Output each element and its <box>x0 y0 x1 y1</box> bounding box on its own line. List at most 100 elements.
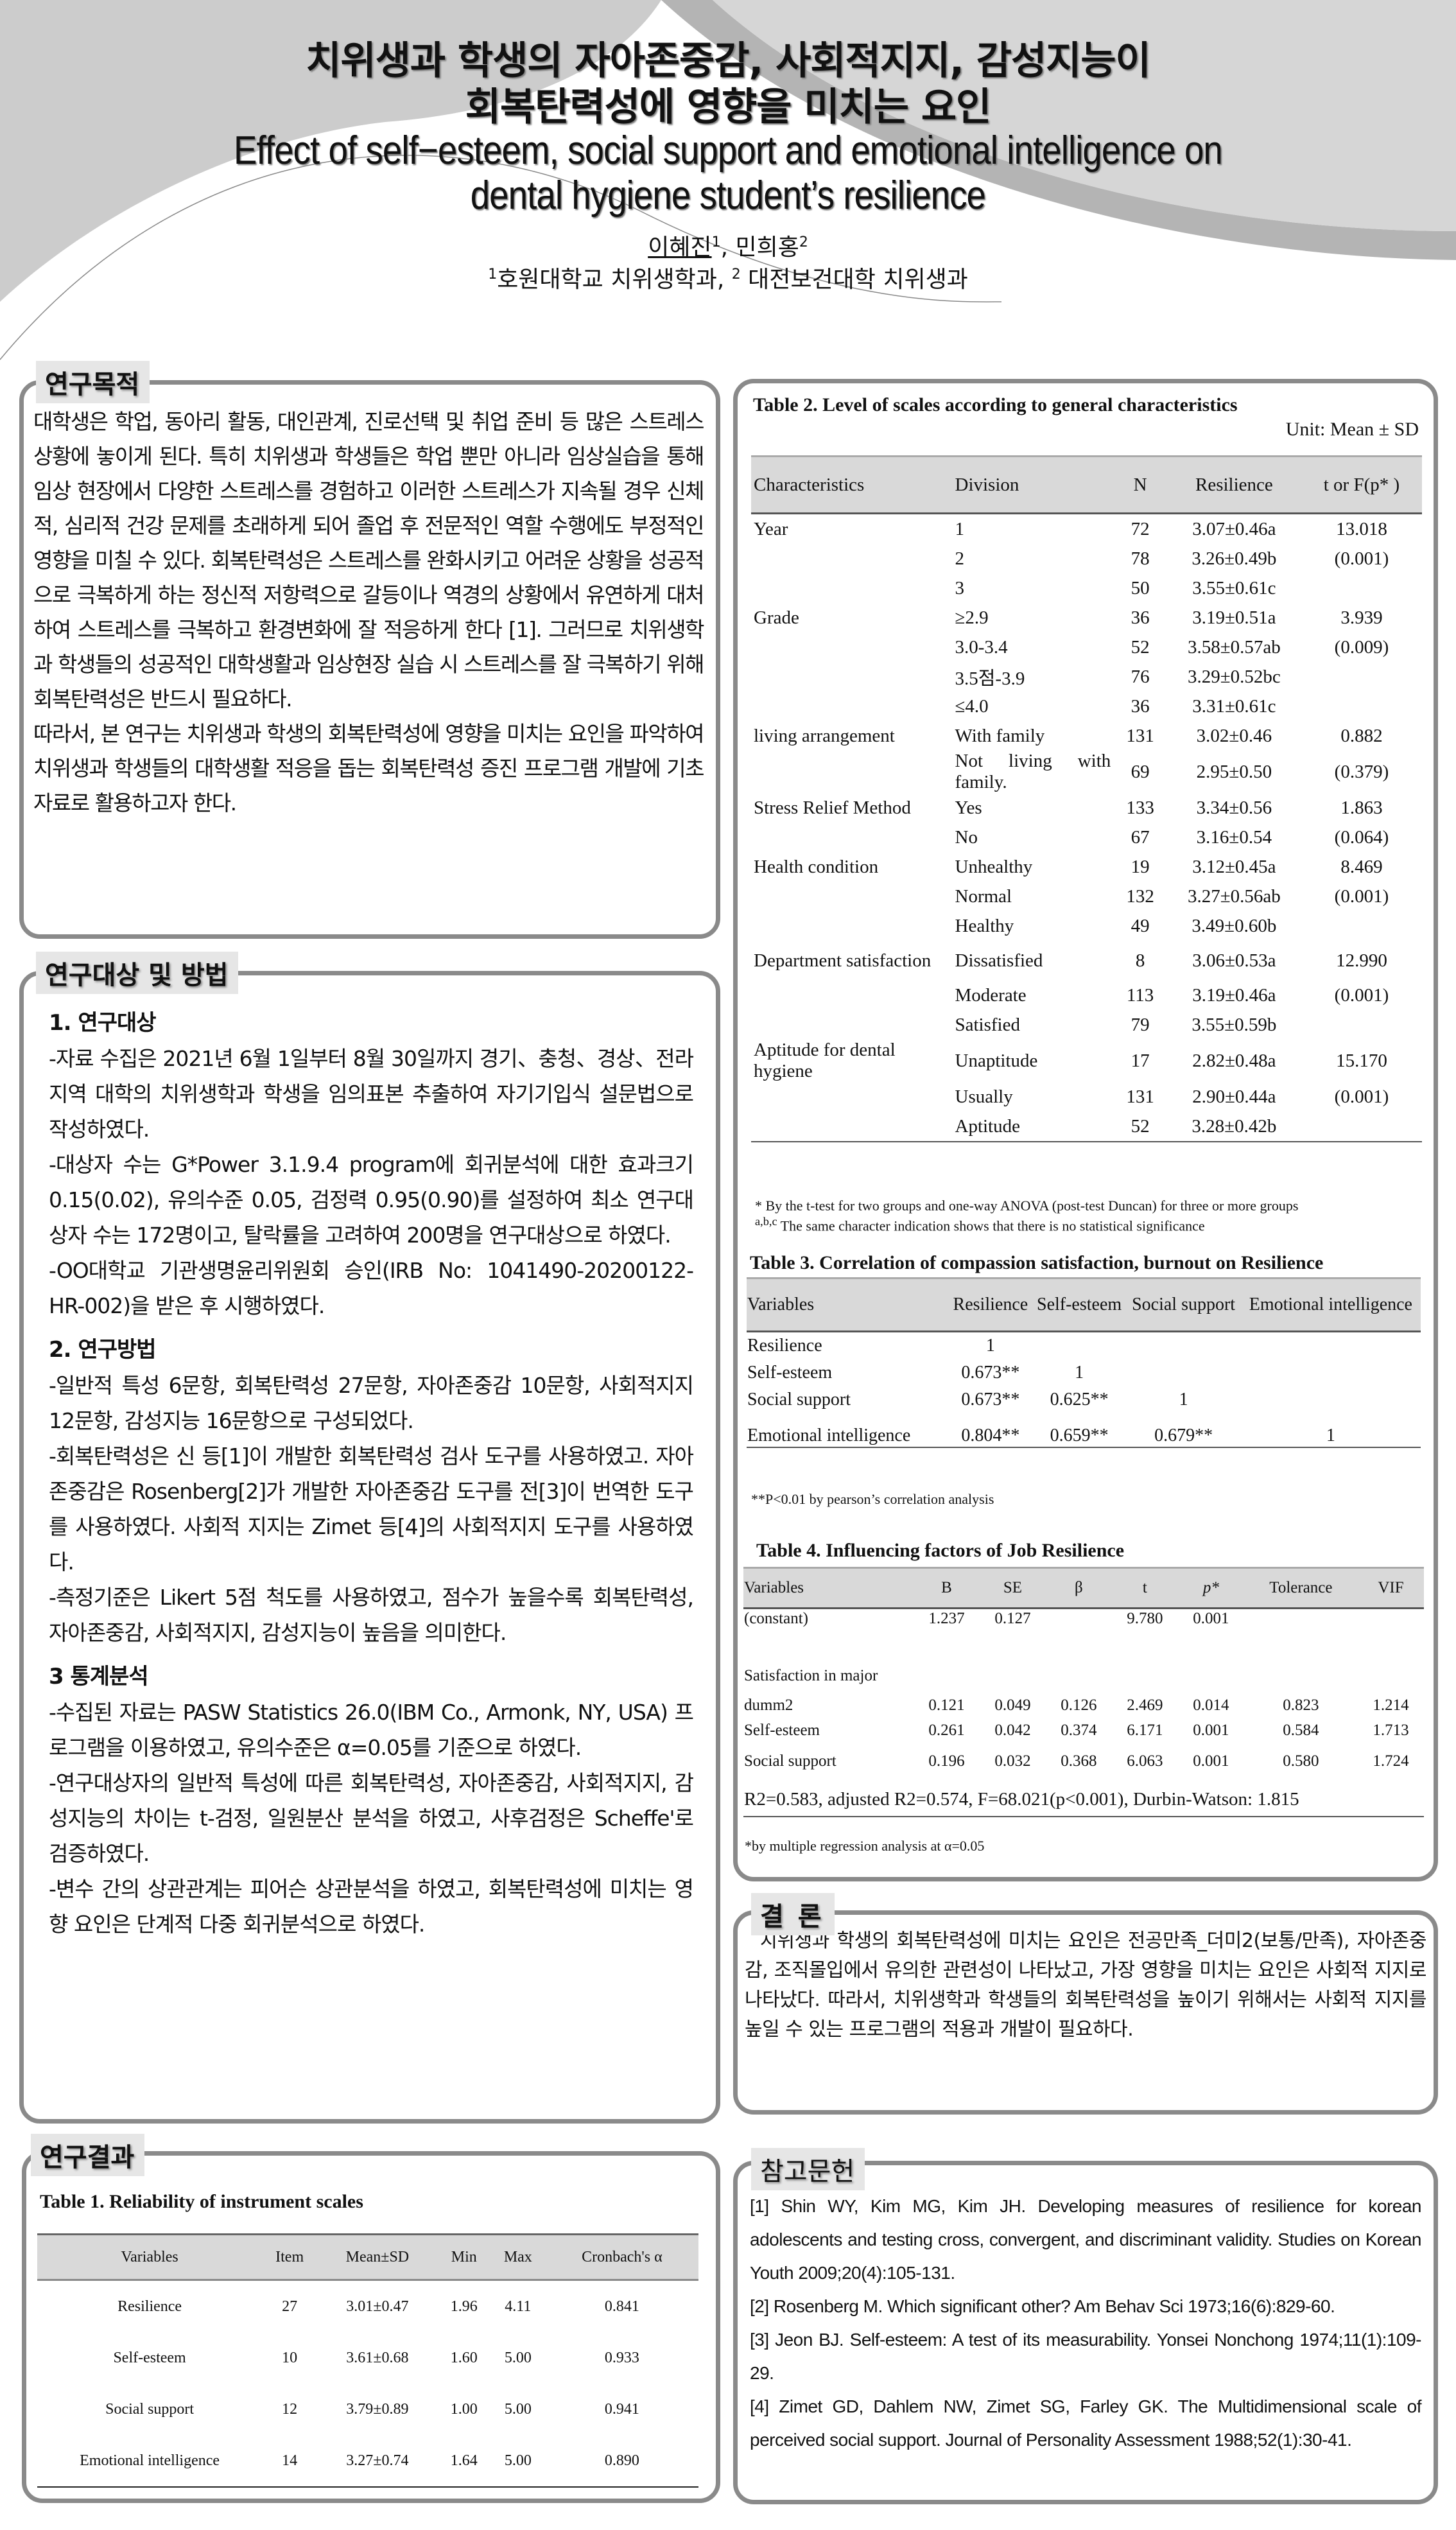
table-cell: Emotional intelligence <box>37 2435 263 2488</box>
table-cell <box>1046 1609 1112 1656</box>
section-label-references: 참고문헌 <box>751 2148 865 2190</box>
table-cell: Moderate <box>955 984 1027 1006</box>
table-cell: 0.580 <box>1283 1752 1319 1770</box>
column-header: Max <box>490 2233 546 2281</box>
column-header: Mean±SD <box>317 2233 438 2281</box>
table-row: Social support 12 3.79±0.89 1.00 5.00 0.941 <box>37 2384 698 2435</box>
model-summary: R2=0.583, adjusted R2=0.574, F=68.021(p<… <box>743 1783 1424 1817</box>
table-cell: Yes <box>955 797 982 818</box>
column-header: Division <box>952 455 1114 514</box>
table-cell <box>751 1082 953 1112</box>
table-cell: 79 <box>1131 1014 1150 1035</box>
table-cell <box>1241 1332 1421 1360</box>
column-header: SE <box>979 1567 1046 1609</box>
column-header: B <box>914 1567 980 1609</box>
methods-box <box>19 971 720 2124</box>
table-row: Resilience 1 <box>747 1332 1421 1360</box>
table-cell <box>751 662 953 692</box>
author-2-affil: 2 <box>799 234 808 250</box>
table-row: 3 50 3.55±0.61c <box>751 573 1422 603</box>
table-cell: 1.00 <box>450 2400 478 2418</box>
column-header: VIF <box>1357 1567 1424 1609</box>
table-cell: Aptitude <box>952 1112 1114 1142</box>
table-row: (constant) 1.237 0.127 9.780 0.001 <box>743 1609 1424 1656</box>
table-cell: 0.368 <box>1061 1752 1097 1770</box>
swoosh-left <box>0 0 661 302</box>
table-cell: Self-esteem <box>744 1722 820 1739</box>
methods-paragraph: -일반적 특성 6문항, 회복탄력성 27문항, 자아존중감 10문항, 사회적… <box>49 1373 694 1433</box>
table4-caption: Table 4. Influencing factors of Job Resi… <box>756 1540 1125 1561</box>
table-cell: 1.237 <box>928 1610 965 1627</box>
conclusion-box <box>733 1910 1438 2115</box>
table-cell: 2.82±0.48a <box>1192 1050 1276 1071</box>
title-english-line1: Effect of self−esteem, social support an… <box>0 128 1456 173</box>
table-cell: 0.001 <box>1193 1722 1229 1739</box>
methods-subheading-1: 1. 연구대상 <box>49 1010 157 1036</box>
header-row: Variables Item Mean±SD Min Max Cronbach's α <box>37 2233 698 2281</box>
table-cell: 0.841 <box>604 2298 639 2315</box>
table-cell: 1.713 <box>1373 1722 1409 1739</box>
swoosh-band <box>661 0 1456 260</box>
table-cell: 4.11 <box>505 2298 532 2315</box>
table-cell: (0.001) <box>1334 1086 1389 1107</box>
table-cell: Not living with family. <box>955 751 1111 792</box>
swoosh-line <box>0 155 1002 360</box>
table-cell: Health condition <box>754 856 879 877</box>
header-row: Variables B SE β t p* Tolerance VIF <box>743 1567 1424 1609</box>
table-cell <box>751 632 953 662</box>
table-cell: 3.61±0.68 <box>346 2349 409 2366</box>
methods-subheading-3: 3 통계분석 <box>49 1664 149 1689</box>
table-cell: (constant) <box>744 1610 808 1627</box>
column-header: Emotional intelligence <box>1240 1277 1421 1332</box>
table-cell: 0.014 <box>1193 1697 1229 1714</box>
table-cell: 67 <box>1131 826 1150 848</box>
column-header: Variables <box>747 1277 949 1332</box>
table-cell: No <box>955 826 978 848</box>
title-korean-line2: 회복탄력성에 영향을 미치는 요인 <box>465 85 991 130</box>
table1-reliability: Variables Item Mean±SD Min Max Cronbach's α Re… <box>37 2233 698 2488</box>
author-1: 이혜진 <box>648 234 712 261</box>
table-row: 3.0-3.4 52 3.58±0.57ab (0.009) <box>751 632 1422 662</box>
table-cell: 52 <box>1131 636 1150 658</box>
table-cell: 0.049 <box>994 1697 1031 1714</box>
table-row: Emotional intelligence 0.804** 0.659** 0.67… <box>747 1413 1421 1448</box>
table-cell: Normal <box>955 886 1012 907</box>
table-cell <box>1241 1359 1421 1386</box>
table-row: Social support 0.673** 0.625** 1 <box>747 1386 1421 1413</box>
table-row: Aptitude 52 3.28±0.42b <box>751 1112 1422 1142</box>
table-cell <box>1244 1609 1358 1656</box>
table-cell: 5.00 <box>504 2400 532 2418</box>
column-header: Resilience <box>949 1277 1032 1332</box>
table-cell: 0.127 <box>994 1610 1031 1627</box>
table-cell: 27 <box>282 2298 298 2315</box>
table-cell: Usually <box>955 1086 1013 1107</box>
table-row: Healthy 49 3.49±0.60b <box>751 911 1422 941</box>
purpose-paragraph-2: 따라서, 본 연구는 치위생과 학생의 회복탄력성에 영향을 미치는 요인을 파… <box>33 721 705 816</box>
table-cell: 3.19±0.51a <box>1192 607 1276 628</box>
table-cell: Stress Relief Method <box>754 797 911 818</box>
summary-row: R2=0.583, adjusted R2=0.574, F=68.021(p<… <box>743 1783 1424 1817</box>
table-cell: 36 <box>1131 695 1150 717</box>
table-cell: living arrangement <box>754 725 895 746</box>
methods-paragraph: -연구대상자의 일반적 특성에 따른 회복탄력성, 자아존중감, 사회적지지, … <box>49 1770 694 1866</box>
table-row: Department satisfaction Dissatisfied 8 3.06… <box>751 941 1422 981</box>
table-row: 3.5점-3.9 76 3.29±0.52bc <box>751 662 1422 692</box>
table-cell: 0.261 <box>928 1722 965 1739</box>
table-cell: 3 <box>955 577 965 598</box>
table-cell: Year <box>754 518 788 539</box>
table-cell: 0.823 <box>1283 1697 1319 1714</box>
table-cell <box>751 751 953 793</box>
table-cell: 131 <box>1126 725 1154 746</box>
header-background-swoosh <box>0 0 1456 360</box>
purpose-text: 대학생은 학업, 동아리 활동, 대인관계, 진로선택 및 취업 준비 등 많은… <box>33 405 705 821</box>
table-cell <box>1126 1359 1240 1386</box>
table-row: Usually 131 2.90±0.44a (0.001) <box>751 1082 1422 1112</box>
author-1-affil: 1 <box>711 234 721 250</box>
table-row: Self-esteem 0.261 0.042 0.374 6.171 0.001 0.58… <box>743 1721 1424 1752</box>
reference-item: [1] Shin WY, Kim MG, Kim JH. Developing … <box>750 2196 1422 2283</box>
table-cell: (0.379) <box>1334 761 1389 782</box>
methods-text: 1. 연구대상 -자료 수집은 2021년 6월 1일부터 8월 30일까지 경… <box>49 1006 694 1942</box>
table-cell: 0.374 <box>1061 1722 1097 1739</box>
table-cell <box>1358 1609 1424 1656</box>
table-row: Grade ≥2.9 36 3.19±0.51a 3.939 <box>751 603 1422 632</box>
